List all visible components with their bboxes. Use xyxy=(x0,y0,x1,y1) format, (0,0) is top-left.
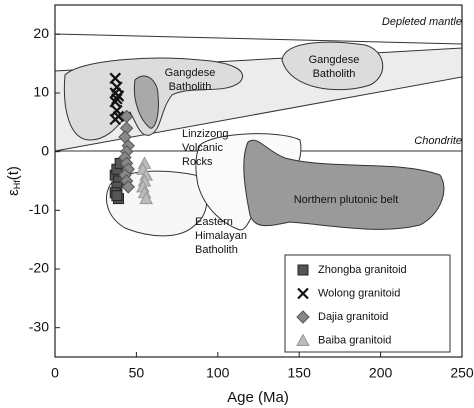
y-tick-label: -30 xyxy=(29,318,49,334)
x-tick-label: 50 xyxy=(129,365,145,381)
y-tick-label: 10 xyxy=(33,84,49,100)
gangdese-region xyxy=(281,41,384,91)
y-tick-label: -20 xyxy=(29,260,49,276)
annotation: Eastern xyxy=(195,216,233,228)
legend-label: Baiba granitoid xyxy=(318,334,391,346)
data-point xyxy=(109,72,122,85)
legend-label: Dajia granitoid xyxy=(318,311,388,323)
depleted-mantle-line xyxy=(54,33,463,45)
y-axis-label-symbol: ε xyxy=(5,189,22,196)
annotation: Gangdese xyxy=(165,67,216,79)
data-point xyxy=(109,113,122,126)
data-point xyxy=(121,180,135,194)
annotation: Linzizong xyxy=(182,128,228,140)
annotation: Himalayan xyxy=(195,230,247,242)
annotation: Batholith xyxy=(169,81,212,93)
legend-box xyxy=(284,254,451,353)
annotation: Depleted mantle xyxy=(382,16,462,28)
x-tick-label: 200 xyxy=(369,365,393,381)
legend-marker xyxy=(296,333,310,346)
y-axis-label-sub: Hf xyxy=(12,180,22,189)
annotation: Northern plutonic belt xyxy=(294,194,399,206)
annotation: Chondrite xyxy=(414,135,462,147)
x-axis-label: Age (Ma) xyxy=(227,389,289,406)
y-tick-label: -10 xyxy=(29,201,49,217)
y-axis-label-suffix: (t) xyxy=(5,166,22,180)
x-tick-label: 150 xyxy=(288,365,312,381)
annotation: Batholith xyxy=(195,244,238,256)
annotation: Batholith xyxy=(313,68,356,80)
x-tick-label: 0 xyxy=(51,365,59,381)
legend-marker xyxy=(297,264,309,276)
y-axis-label: εHf(t) xyxy=(5,166,22,196)
y-tick-label: 0 xyxy=(41,142,49,158)
data-point xyxy=(139,191,154,205)
annotation: Rocks xyxy=(182,156,213,168)
legend-marker xyxy=(296,310,310,324)
y-tick-label: 20 xyxy=(33,25,49,41)
x-tick-label: 100 xyxy=(206,365,230,381)
x-tick-label: 250 xyxy=(450,365,474,381)
northern-belt-region xyxy=(243,139,445,230)
data-point xyxy=(109,96,122,108)
plot-frame xyxy=(54,4,463,358)
legend-label: Zhongba granitoid xyxy=(318,264,407,276)
annotation: Gangdese xyxy=(309,54,360,66)
linzizong-region xyxy=(133,75,159,129)
annotation: Volcanic xyxy=(182,142,223,154)
legend-marker xyxy=(297,287,309,300)
data-point xyxy=(111,190,123,202)
legend-label: Wolong granitoid xyxy=(318,287,400,299)
